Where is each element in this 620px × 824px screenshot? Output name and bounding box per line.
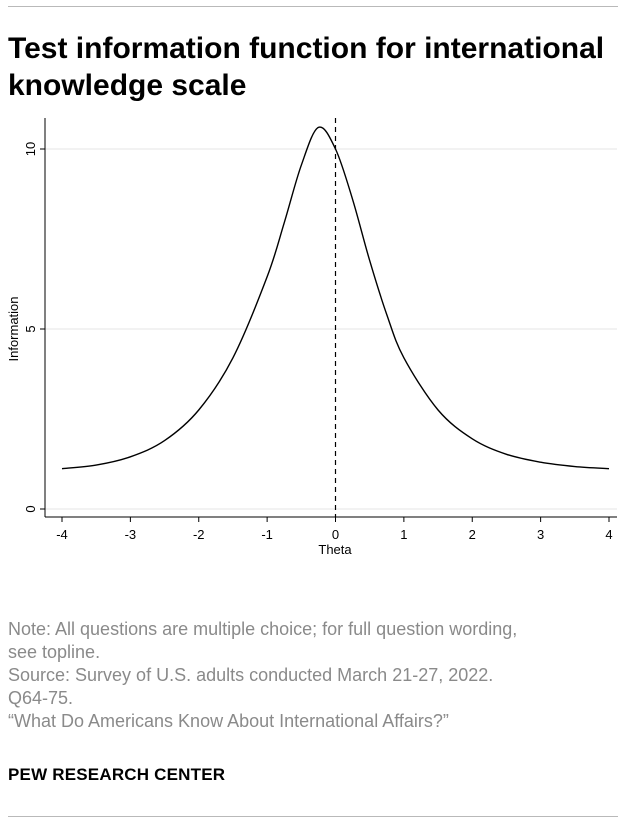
data-point bbox=[574, 466, 575, 467]
y-tick-label: 5 bbox=[23, 325, 38, 332]
top-rule bbox=[8, 6, 618, 7]
y-axis-label: Information bbox=[6, 296, 21, 361]
data-point bbox=[284, 222, 285, 223]
bottom-rule bbox=[8, 816, 618, 817]
chart-notes: Note: All questions are multiple choice;… bbox=[8, 618, 608, 733]
marks bbox=[61, 118, 610, 517]
source-line: Q64-75. bbox=[8, 688, 74, 708]
x-tick-label: 2 bbox=[469, 527, 476, 542]
x-tick-label: 3 bbox=[537, 527, 544, 542]
data-point bbox=[335, 148, 336, 149]
x-tick-label: 1 bbox=[400, 527, 407, 542]
note-line: see topline. bbox=[8, 642, 101, 662]
data-point bbox=[164, 440, 165, 441]
data-point bbox=[96, 464, 97, 465]
data-point bbox=[369, 260, 370, 261]
data-point bbox=[130, 456, 131, 457]
x-tick-label: 4 bbox=[605, 527, 612, 542]
data-point bbox=[472, 438, 473, 439]
x-tick-label: -1 bbox=[261, 527, 273, 542]
data-point bbox=[61, 468, 62, 469]
y-tick-label: 10 bbox=[23, 142, 38, 156]
data-point bbox=[267, 276, 268, 277]
data-point bbox=[540, 462, 541, 463]
data-point bbox=[352, 199, 353, 200]
ticks: -4 -3 -2 -1 0 1 2 3 4 0 5 10 bbox=[23, 142, 613, 542]
data-point bbox=[198, 409, 199, 410]
data-point bbox=[608, 468, 609, 469]
organization-logo-text: PEW RESEARCH CENTER bbox=[8, 765, 226, 784]
x-tick-label: 0 bbox=[332, 527, 339, 542]
x-tick-label: -4 bbox=[56, 527, 68, 542]
information-curve bbox=[61, 126, 610, 470]
y-tick-label: 0 bbox=[23, 505, 38, 512]
chart-title: Test information function for internatio… bbox=[8, 32, 605, 102]
chart: -4 -3 -2 -1 0 1 2 3 4 0 5 10 Theta Information bbox=[6, 118, 617, 557]
report-title: “What Do Americans Know About Internatio… bbox=[8, 711, 449, 731]
data-point bbox=[506, 454, 507, 455]
grid-lines bbox=[45, 148, 617, 510]
source-line: Source: Survey of U.S. adults conducted … bbox=[8, 665, 494, 685]
data-point bbox=[318, 127, 319, 128]
x-tick-label: -3 bbox=[125, 527, 137, 542]
x-axis-label: Theta bbox=[318, 542, 352, 557]
note-line: Note: All questions are multiple choice;… bbox=[8, 619, 518, 639]
data-point bbox=[386, 314, 387, 315]
data-point bbox=[301, 165, 302, 166]
data-point bbox=[232, 357, 233, 358]
data-point bbox=[403, 357, 404, 358]
data-point bbox=[437, 409, 438, 410]
x-tick-label: -2 bbox=[193, 527, 205, 542]
axes bbox=[44, 118, 617, 518]
